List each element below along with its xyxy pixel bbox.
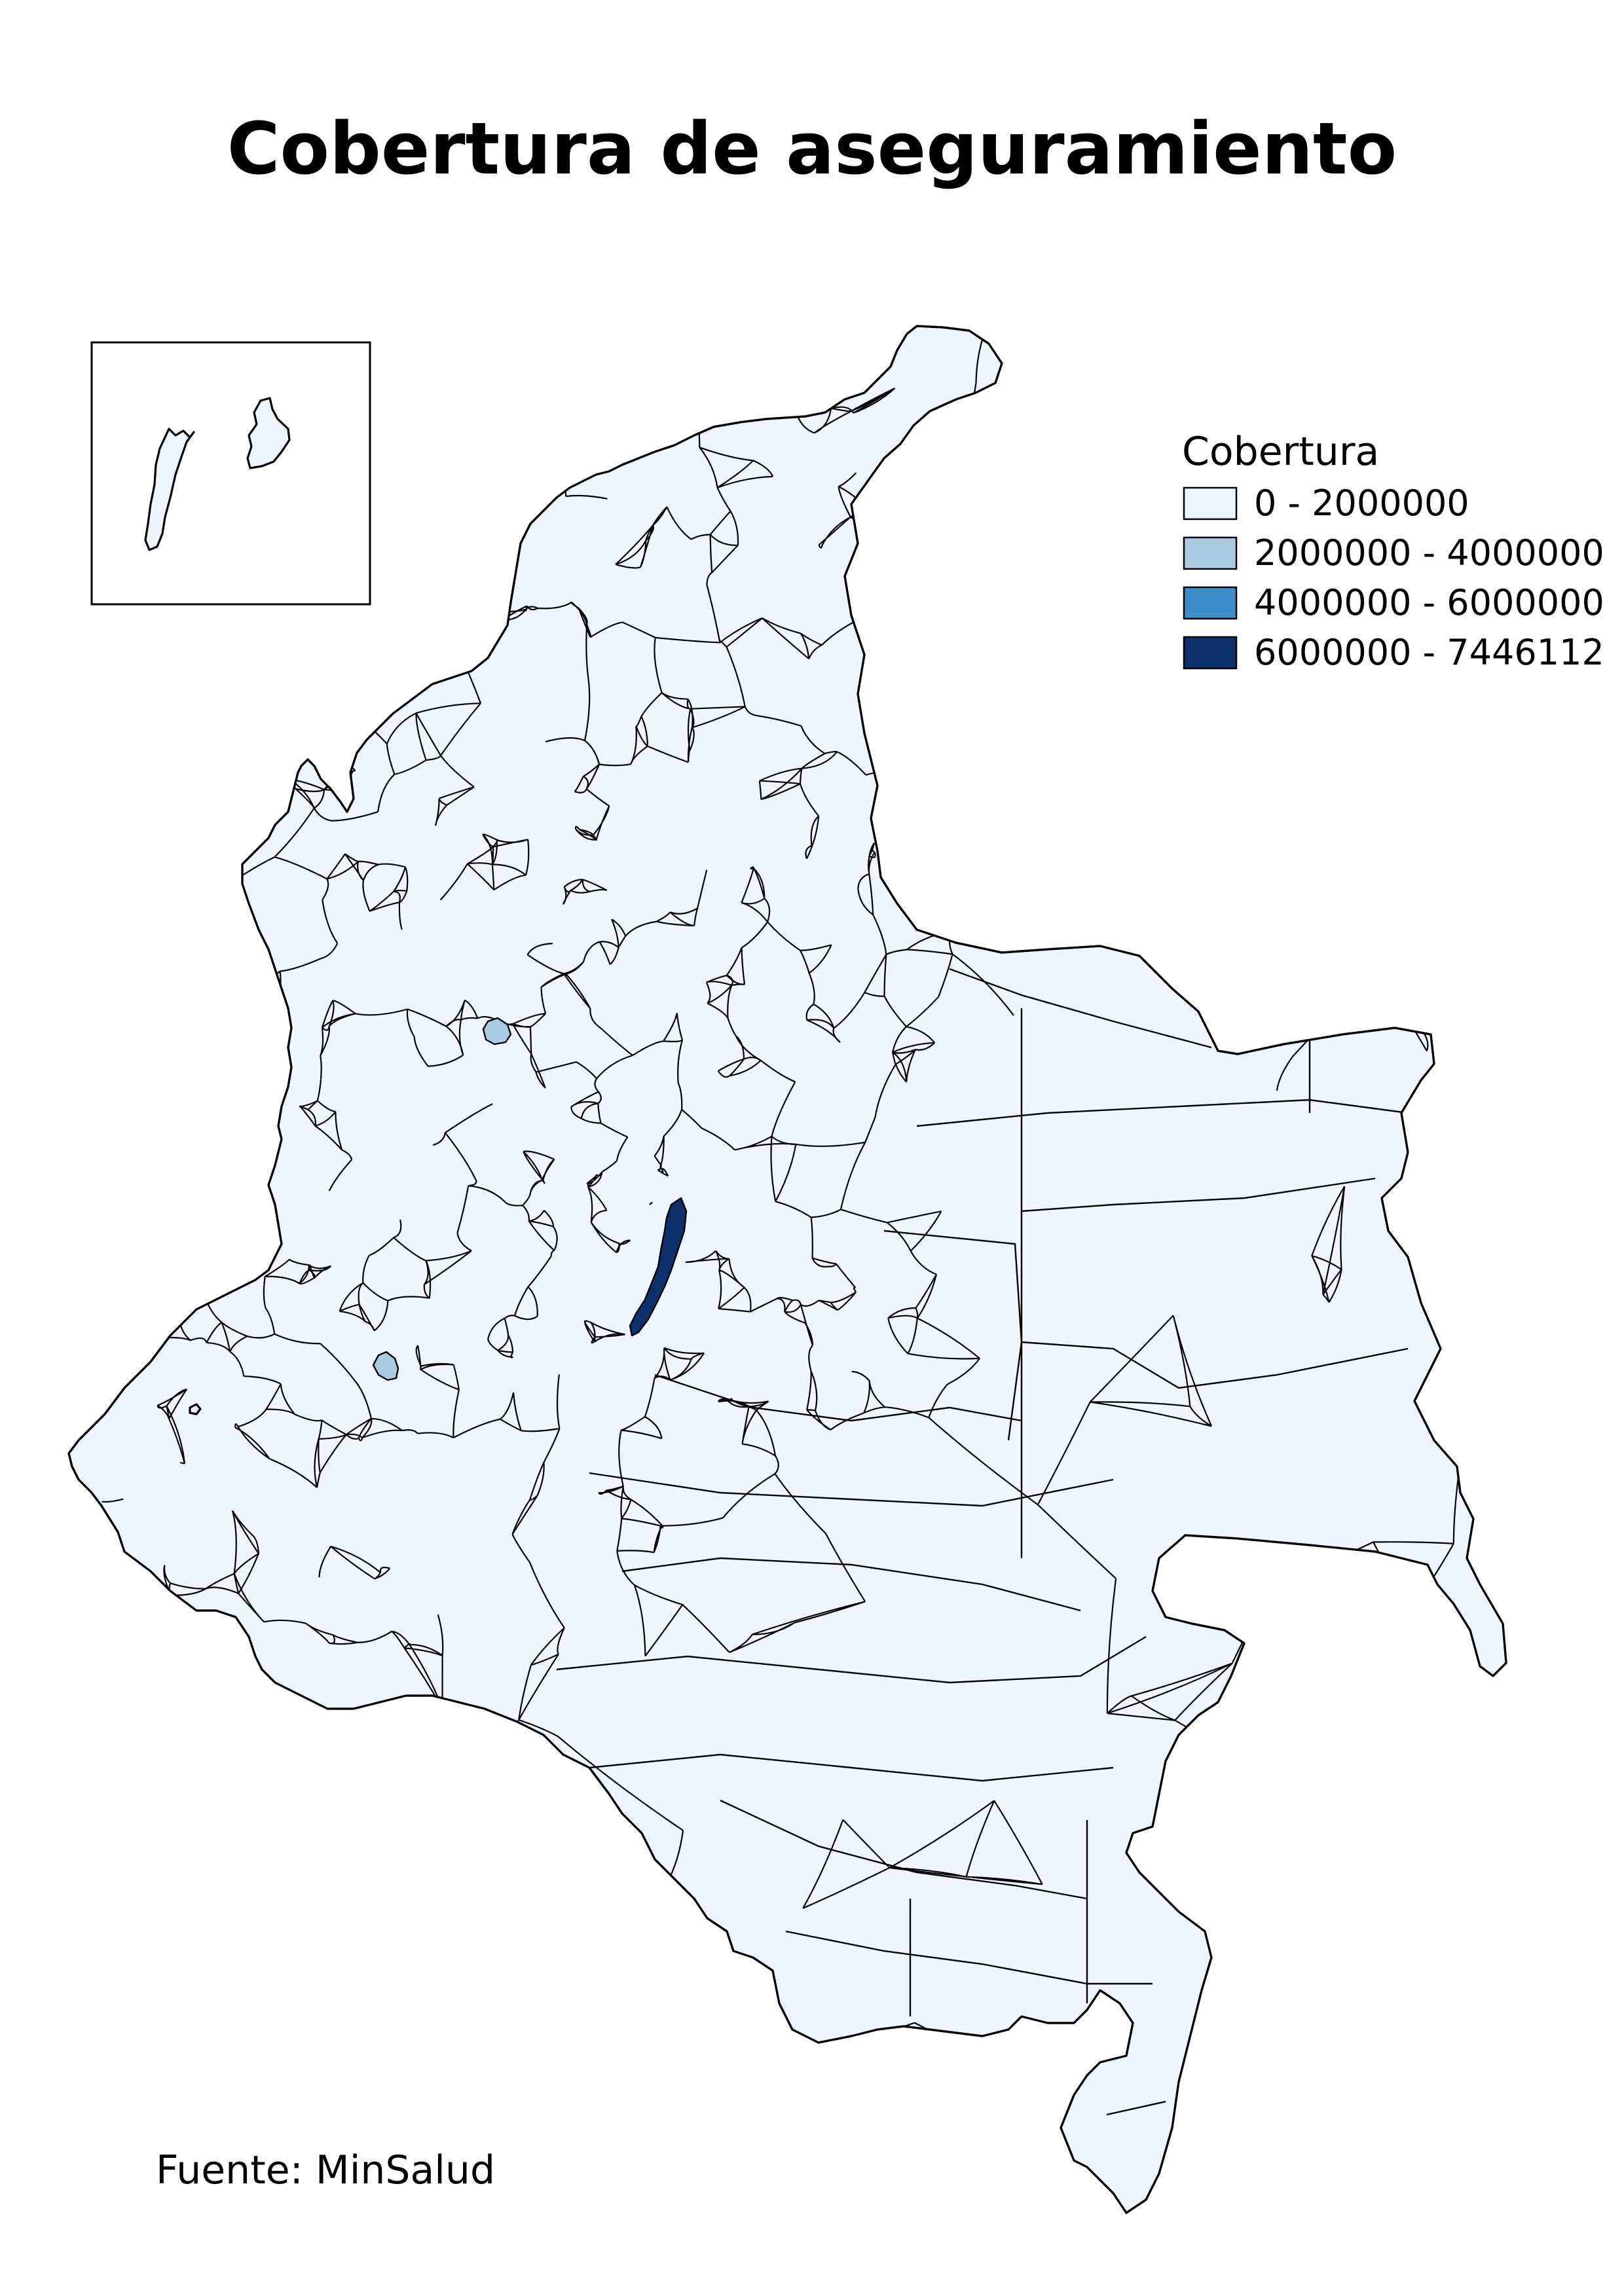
legend-swatch-3 [1183, 636, 1238, 670]
region-cali [372, 1351, 399, 1381]
inset-island-san-andres [144, 428, 195, 551]
department-border-4 [1021, 1177, 1376, 1212]
department-border-0 [949, 968, 1212, 1049]
municipality-boundaries [69, 327, 1497, 2213]
colombia-outline-stroke [67, 325, 1507, 2214]
legend-label-1: 2000000 - 4000000 [1254, 532, 1604, 574]
pacific-islet [189, 1403, 202, 1415]
legend: Cobertura 0 - 2000000 2000000 - 4000000 40… [1182, 429, 1604, 673]
inset-frame [90, 341, 371, 606]
department-border-10 [621, 1557, 1081, 1612]
department-border-13 [720, 1799, 1088, 1900]
legend-swatch-1 [1183, 536, 1238, 570]
legend-swatch-2 [1183, 586, 1238, 620]
department-border-2 [916, 1099, 1409, 1127]
map-title: Cobertura de aseguramiento [227, 107, 1397, 191]
department-border-6 [1021, 1341, 1409, 1389]
department-border-18 [1106, 2100, 1166, 2116]
department-border-8 [654, 1374, 1022, 1422]
legend-label-3: 6000000 - 7446112 [1254, 632, 1604, 673]
legend-label-0: 0 - 2000000 [1254, 483, 1469, 524]
department-border-16 [785, 1930, 1088, 1985]
legend-title: Cobertura [1182, 429, 1379, 475]
department-border-12 [589, 1753, 1114, 1782]
legend-label-2: 4000000 - 6000000 [1254, 582, 1604, 623]
region-medellin [482, 1017, 512, 1046]
department-border-9 [589, 1472, 1114, 1507]
inset-island-providencia [246, 397, 291, 469]
source-note: Fuente: MinSalud [156, 2147, 495, 2193]
region-bogota [629, 1197, 688, 1337]
department-border-5 [883, 1230, 1023, 1441]
legend-swatch-0 [1183, 486, 1238, 520]
department-border-11 [556, 1635, 1147, 1684]
legend-items: 0 - 2000000 2000000 - 4000000 4000000 - 60… [1183, 483, 1604, 673]
